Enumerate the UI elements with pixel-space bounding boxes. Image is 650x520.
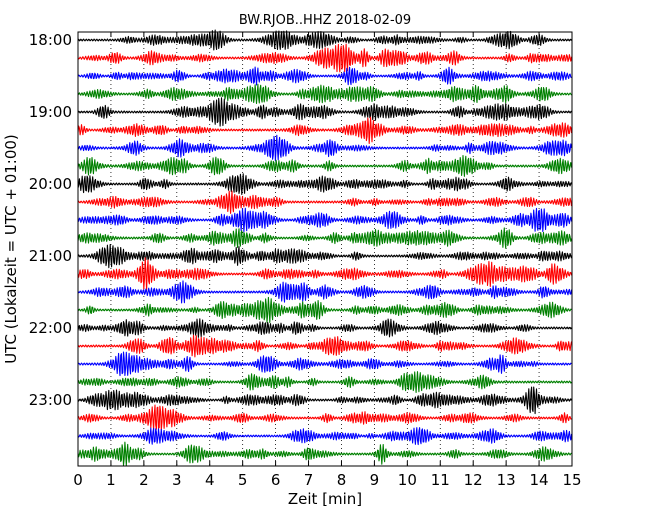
- y-tick-label: 21:00: [29, 247, 72, 265]
- trace-line: [77, 296, 572, 323]
- trace-line: [77, 134, 573, 162]
- trace-line: [77, 207, 573, 233]
- x-tick-label: 5: [238, 471, 248, 489]
- trace-line: [77, 318, 572, 338]
- trace-line: [77, 404, 572, 431]
- y-axis-label: UTC (Lokalzeit = UTC + 01:00): [2, 134, 20, 364]
- trace-line: [77, 280, 573, 304]
- chart-title: BW.RJOB..HHZ 2018-02-09: [239, 13, 411, 28]
- trace-line: [77, 66, 572, 86]
- x-tick-label: 8: [337, 471, 347, 489]
- trace-line: [77, 427, 573, 446]
- x-axis-label: Zeit [min]: [288, 490, 362, 508]
- x-tick-label: 14: [530, 471, 549, 489]
- x-tick-label: 2: [139, 471, 149, 489]
- x-tick-label: 10: [398, 471, 417, 489]
- x-tick-label: 15: [562, 471, 581, 489]
- trace-line: [77, 243, 573, 269]
- x-tick-label: 12: [464, 471, 483, 489]
- trace-line: [77, 190, 573, 214]
- trace-line: [77, 155, 573, 177]
- x-tick-label: 9: [370, 471, 380, 489]
- y-tick-label: 23:00: [29, 391, 72, 409]
- x-axis: 0 1 2 3 4 5 6 7 8 9 10 11 12 13 14 15: [73, 32, 582, 489]
- trace-line: [77, 334, 573, 358]
- trace-line: [77, 351, 572, 377]
- y-tick-label: 19:00: [29, 103, 72, 121]
- x-tick-label: 3: [172, 471, 182, 489]
- trace-line: [77, 441, 572, 466]
- x-tick-label: 0: [73, 471, 83, 489]
- trace-line: [77, 43, 573, 73]
- x-tick-label: 6: [271, 471, 281, 489]
- trace-line: [77, 116, 573, 145]
- y-tick-label: 20:00: [29, 175, 72, 193]
- trace-line: [77, 97, 572, 127]
- y-axis: 18:00 19:00 20:00 21:00 22:00 23:00: [29, 31, 572, 409]
- x-tick-label: 1: [106, 471, 116, 489]
- trace-line: [77, 371, 572, 393]
- trace-line: [77, 386, 572, 415]
- y-tick-label: 22:00: [29, 319, 72, 337]
- trace-line: [77, 83, 572, 105]
- trace-line: [77, 257, 573, 291]
- trace-line: [77, 29, 572, 51]
- plot-frame: [77, 31, 573, 467]
- x-tick-label: 4: [205, 471, 215, 489]
- x-tick-label: 13: [497, 471, 516, 489]
- x-tick-label: 11: [431, 471, 450, 489]
- y-tick-label: 18:00: [29, 31, 72, 49]
- x-tick-label: 7: [304, 471, 314, 489]
- trace-line: [77, 173, 572, 195]
- trace-line: [77, 227, 573, 249]
- traces-group: [77, 29, 573, 466]
